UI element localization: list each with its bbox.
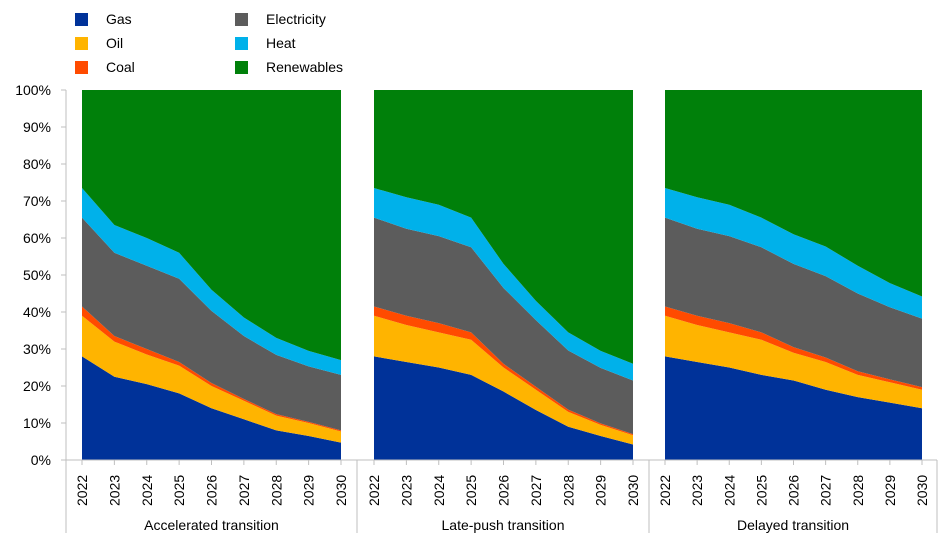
- legend-item-coal: Coal: [75, 56, 135, 78]
- x-tick-label: 2028: [850, 475, 866, 506]
- y-tick-label: 30%: [23, 341, 51, 357]
- legend-label-coal: Coal: [106, 59, 135, 75]
- area-oil: [82, 315, 341, 443]
- y-axis: 0% 10% 20% 30% 40% 50% 60% 70% 80% 90% 100%: [15, 82, 67, 468]
- legend-label-oil: Oil: [106, 35, 124, 51]
- x-tick-label: 2026: [786, 475, 802, 506]
- panel-title: Late-push transition: [442, 517, 565, 533]
- legend-item-heat: Heat: [235, 32, 296, 54]
- x-tick-label: 2030: [914, 475, 930, 506]
- x-tick-label: 2026: [204, 475, 220, 506]
- y-tick-label: 50%: [23, 267, 51, 283]
- y-tick-label: 80%: [23, 156, 51, 172]
- panel-title: Delayed transition: [737, 517, 849, 533]
- y-tick-label: 20%: [23, 378, 51, 394]
- legend-item-gas: Gas: [75, 8, 132, 30]
- legend-label-electricity: Electricity: [266, 11, 326, 27]
- legend-item-renewables: Renewables: [235, 56, 343, 78]
- x-tick-label: 2030: [625, 475, 641, 506]
- legend-swatch-coal: [75, 60, 88, 74]
- panel-title: Accelerated transition: [144, 517, 279, 533]
- x-tick-label: 2025: [171, 475, 187, 506]
- legend-swatch-gas: [75, 12, 88, 26]
- area-gas: [665, 356, 922, 460]
- area-heat: [82, 188, 341, 375]
- y-tick-label: 0%: [31, 452, 51, 468]
- x-tick-label: 2024: [721, 475, 737, 506]
- x-tick-label: 2030: [333, 475, 349, 506]
- x-tick-label: 2025: [463, 475, 479, 506]
- legend-swatch-oil: [75, 36, 88, 50]
- x-tick-label: 2022: [366, 475, 382, 506]
- area-renewables: [665, 90, 922, 297]
- x-tick-label: 2027: [528, 475, 544, 506]
- y-tick-label: 70%: [23, 193, 51, 209]
- area-oil: [665, 315, 922, 409]
- x-tick-label: 2024: [431, 475, 447, 506]
- x-tick-label: 2028: [560, 475, 576, 506]
- legend: Gas Oil Coal Electricity Heat Renewables: [75, 8, 395, 80]
- panel-late-push-transition: 2022 2023 2024 2025 2026 2027 2028 2029 2030 Late…: [357, 90, 650, 533]
- x-tick-label: 2023: [398, 475, 414, 506]
- x-tick-label: 2026: [496, 475, 512, 506]
- x-tick-label: 2024: [139, 475, 155, 506]
- x-tick-label: 2029: [593, 475, 609, 506]
- legend-label-heat: Heat: [266, 35, 296, 51]
- x-tick-label: 2022: [74, 475, 90, 506]
- y-tick-label: 90%: [23, 119, 51, 135]
- area-coal: [374, 306, 633, 436]
- area-heat: [665, 188, 922, 319]
- legend-item-electricity: Electricity: [235, 8, 326, 30]
- area-renewables: [374, 90, 633, 364]
- area-electricity: [665, 217, 922, 388]
- y-tick-label: 10%: [23, 415, 51, 431]
- y-tick-label: 100%: [15, 82, 51, 98]
- x-tick-label: 2027: [236, 475, 252, 506]
- y-tick-label: 60%: [23, 230, 51, 246]
- legend-swatch-renewables: [235, 60, 248, 74]
- legend-item-oil: Oil: [75, 32, 123, 54]
- y-tick-label: 40%: [23, 304, 51, 320]
- x-tick-label: 2023: [689, 475, 705, 506]
- legend-label-gas: Gas: [106, 11, 132, 27]
- area-renewables: [82, 90, 341, 361]
- x-tick-label: 2029: [882, 475, 898, 506]
- panel-accelerated-transition: 2022 2023 2024 2025 2026 2027 2028 2029 2030 Acce…: [65, 90, 358, 533]
- legend-swatch-electricity: [235, 12, 248, 26]
- legend-swatch-heat: [235, 36, 248, 50]
- x-tick-label: 2022: [657, 475, 673, 506]
- x-tick-label: 2029: [301, 475, 317, 506]
- x-tick-label: 2028: [268, 475, 284, 506]
- area-electricity: [82, 217, 341, 431]
- area-gas: [374, 356, 633, 460]
- area-electricity: [374, 217, 633, 435]
- x-tick-label: 2023: [106, 475, 122, 506]
- panel-delayed-transition: 2022 2023 2024 2025 2026 2027 2028 2029 2030 Dela…: [649, 90, 938, 533]
- area-oil: [374, 315, 633, 445]
- x-tick-label: 2025: [753, 475, 769, 506]
- area-coal: [665, 306, 922, 390]
- legend-label-renewables: Renewables: [266, 59, 344, 75]
- x-tick-label: 2027: [818, 475, 834, 506]
